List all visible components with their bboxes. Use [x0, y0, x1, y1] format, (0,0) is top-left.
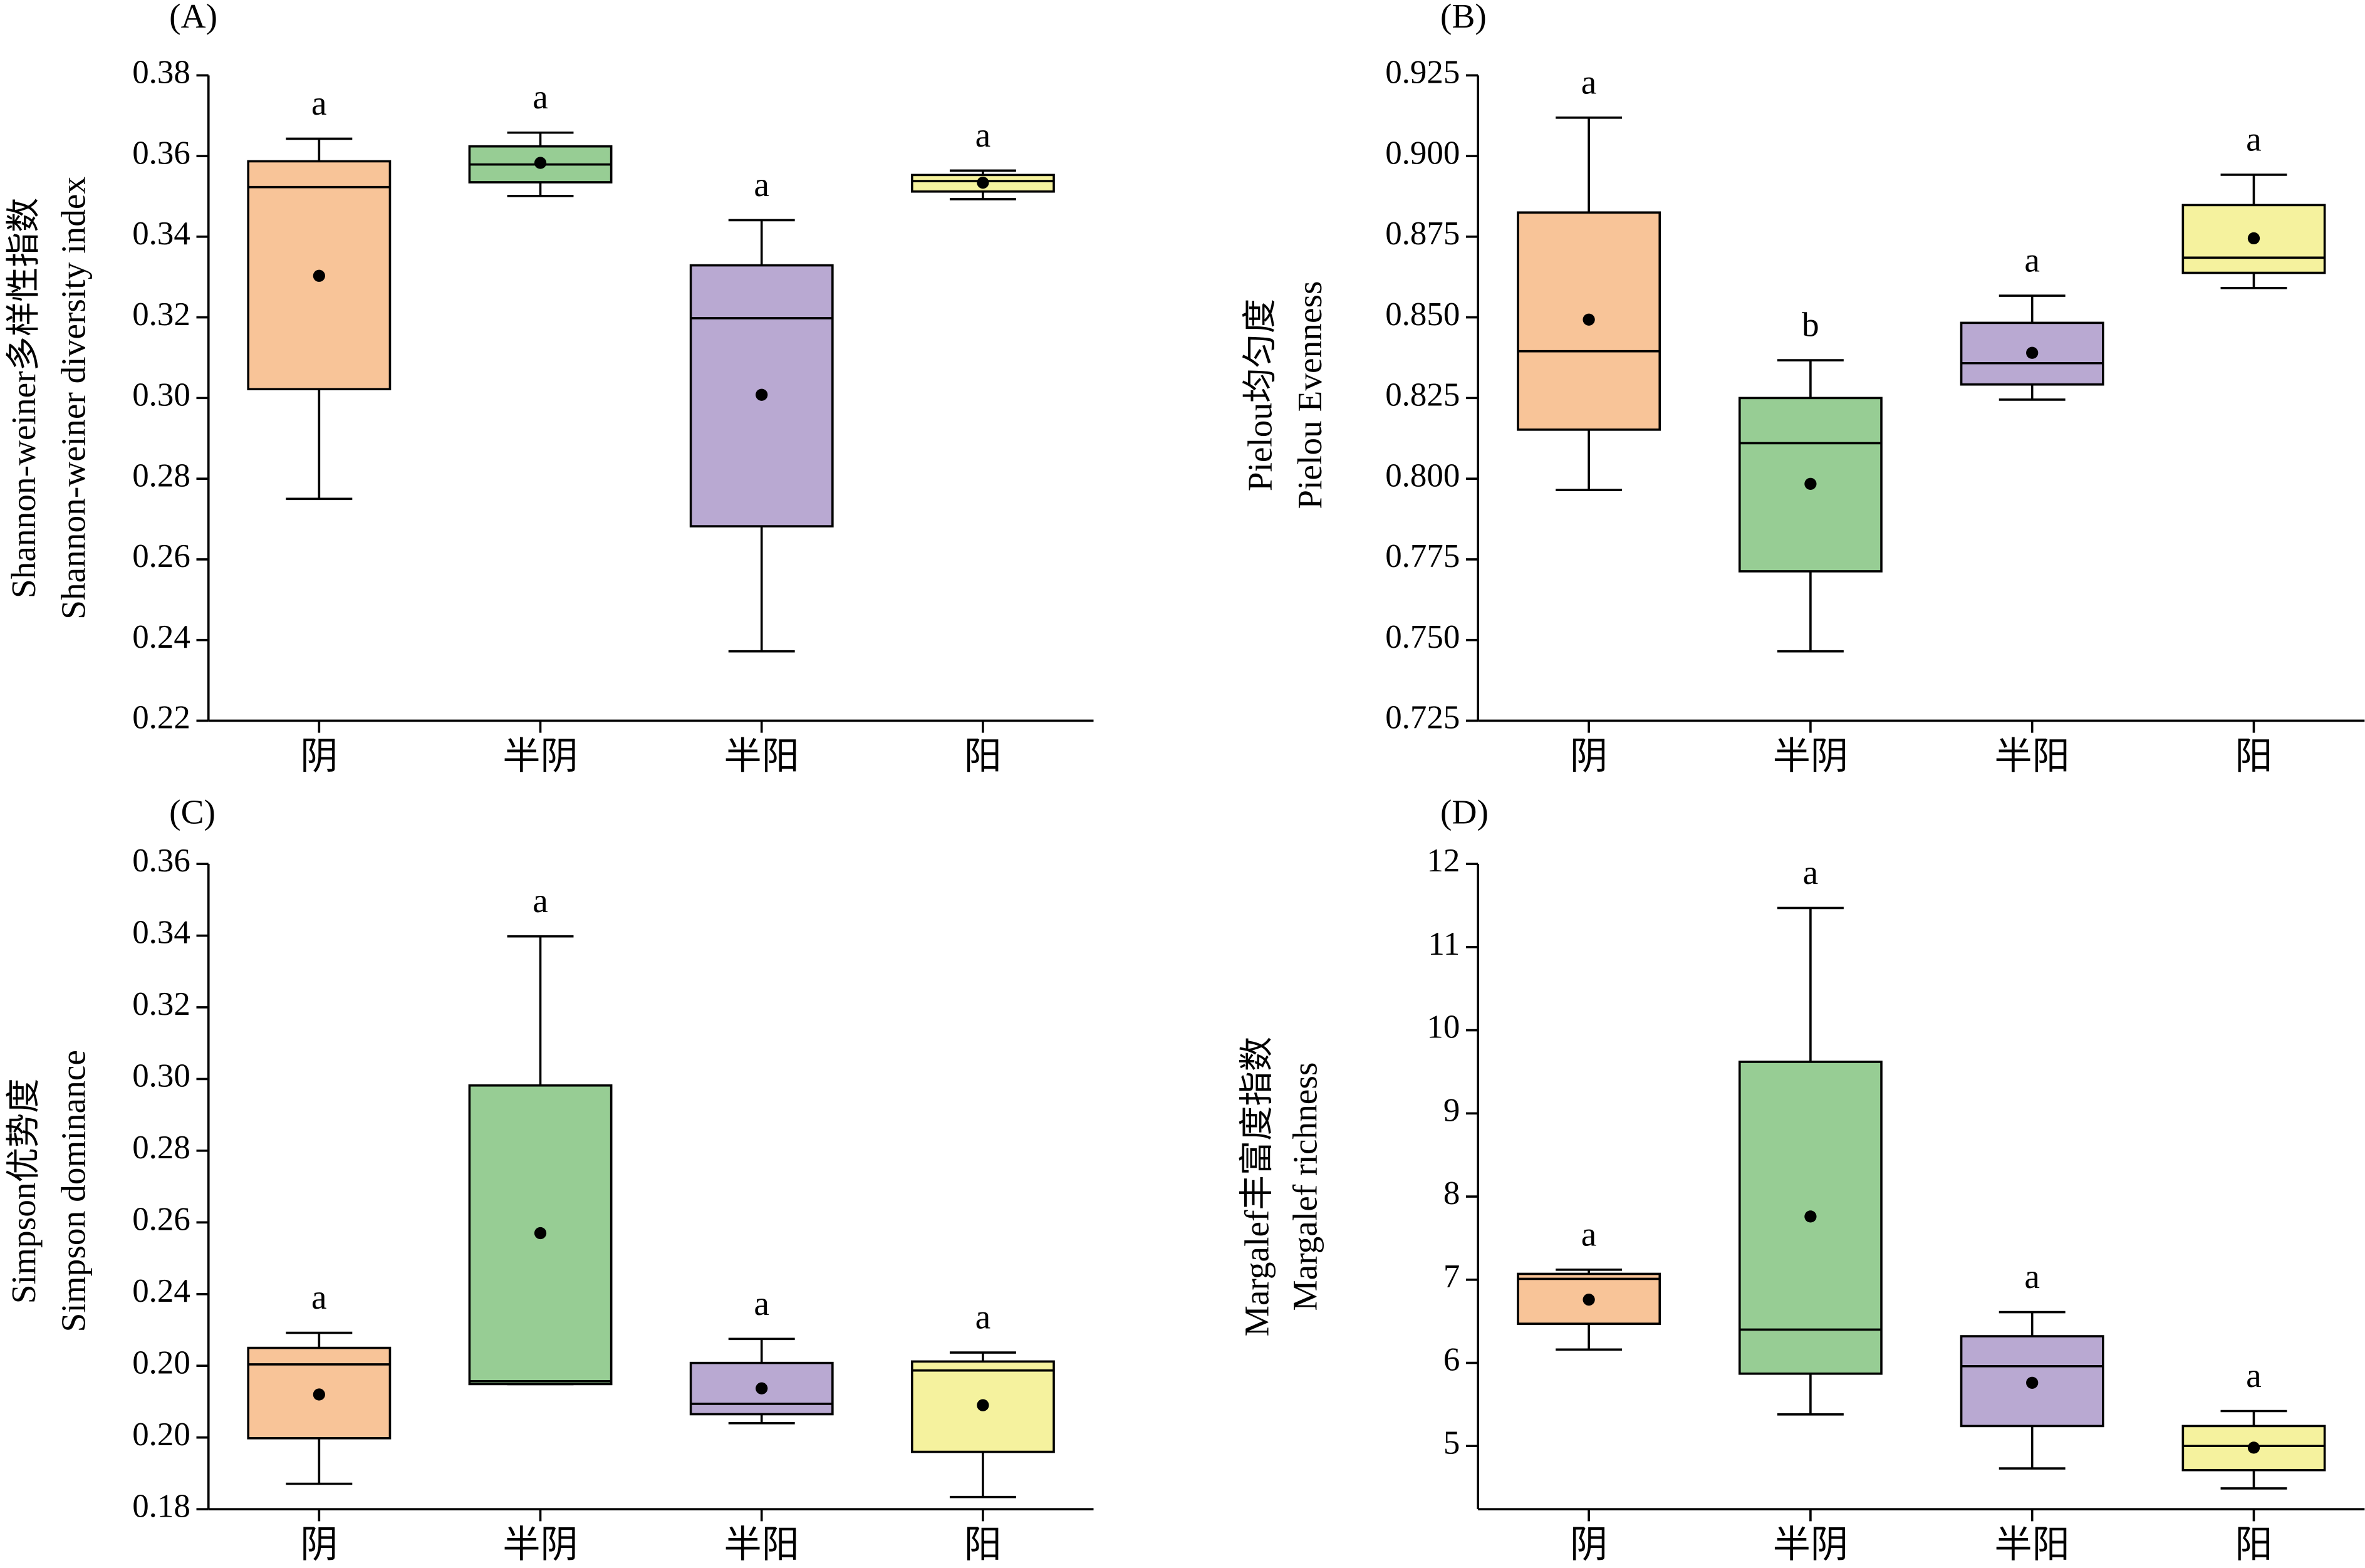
- y-tick-label: 0.24: [132, 619, 190, 655]
- y-axis-title: Margalef丰富度指数: [1238, 1037, 1276, 1337]
- significance-letter: a: [754, 165, 769, 204]
- y-tick-label: 0.30: [132, 377, 190, 413]
- x-tick-label: 阳: [964, 735, 1002, 777]
- significance-letter: a: [1581, 1215, 1597, 1253]
- mean: [756, 1382, 768, 1394]
- y-tick-label: 10: [1427, 1009, 1460, 1046]
- x-tick-label: 半阴: [502, 1524, 578, 1566]
- x-tick-label: 阴: [1570, 735, 1608, 777]
- y-tick-label: 12: [1427, 843, 1460, 879]
- mean: [313, 269, 325, 282]
- mean: [1583, 313, 1595, 326]
- significance-letter: a: [975, 116, 991, 154]
- y-tick-label: 0.30: [132, 1058, 190, 1094]
- y-tick-label: 0.26: [132, 538, 190, 574]
- x-tick-label: 阳: [2235, 735, 2272, 777]
- y-tick-label: 0.800: [1385, 457, 1460, 494]
- y-tick-label: 0.36: [132, 135, 190, 171]
- significance-letter: a: [754, 1284, 769, 1322]
- y-tick-label: 9: [1443, 1092, 1460, 1128]
- x-tick-label: 阴: [300, 735, 338, 777]
- mean: [2247, 232, 2260, 245]
- y-tick-label: 0.28: [132, 1129, 190, 1166]
- significance-letter: a: [1803, 853, 1819, 891]
- mean: [313, 1388, 325, 1401]
- y-tick-label: 0.900: [1385, 135, 1460, 171]
- mean: [1804, 477, 1817, 491]
- y-tick-label: 11: [1428, 926, 1460, 962]
- y-tick-label: 6: [1443, 1342, 1460, 1378]
- y-tick-label: 0.18: [132, 1488, 190, 1524]
- y-axis-title: Pielou Evenness: [1291, 281, 1329, 509]
- y-tick-label: 0.34: [132, 215, 190, 252]
- mean: [534, 157, 547, 169]
- mean: [534, 1227, 547, 1240]
- significance-letter: a: [311, 84, 327, 122]
- y-axis-title: Margalef richness: [1286, 1062, 1324, 1311]
- y-tick-label: 0.34: [132, 915, 190, 951]
- significance-letter: b: [1802, 306, 1819, 344]
- mean: [2026, 1376, 2039, 1389]
- x-tick-label: 阳: [2235, 1524, 2272, 1566]
- significance-letter: a: [975, 1298, 991, 1336]
- y-tick-label: 0.850: [1385, 296, 1460, 333]
- x-tick-label: 阴: [300, 1524, 338, 1566]
- x-tick-label: 半阳: [1995, 1524, 2070, 1566]
- significance-letter: a: [2246, 120, 2262, 158]
- y-tick-label: 0.775: [1385, 538, 1460, 574]
- y-tick-label: 5: [1443, 1425, 1460, 1461]
- y-tick-label: 0.22: [132, 700, 190, 736]
- significance-letter: a: [533, 78, 548, 116]
- y-tick-label: 0.925: [1385, 54, 1460, 90]
- y-tick-label: 0.825: [1385, 377, 1460, 413]
- y-axis-title: Shannon-weiner diversity index: [54, 177, 92, 620]
- y-tick-label: 8: [1443, 1175, 1460, 1212]
- y-axis-title: Simpson优势度: [4, 1078, 43, 1304]
- panel-label: (C): [169, 793, 216, 831]
- mean: [977, 176, 989, 189]
- x-tick-label: 阴: [1570, 1524, 1608, 1566]
- y-tick-label: 0.38: [132, 54, 190, 90]
- mean: [756, 388, 768, 401]
- y-axis-title: Simpson dominance: [54, 1050, 92, 1332]
- y-tick-label: 0.32: [132, 296, 190, 333]
- x-tick-label: 半阴: [1773, 735, 1848, 777]
- box: [689, 1361, 834, 1416]
- y-tick-label: 0.28: [132, 457, 190, 494]
- y-tick-label: 7: [1443, 1259, 1460, 1295]
- panel-label: (A): [169, 0, 217, 35]
- y-tick-label: 0.24: [132, 1273, 190, 1309]
- y-tick-label: 0.32: [132, 986, 190, 1022]
- mean: [977, 1399, 989, 1411]
- significance-letter: a: [1581, 63, 1597, 101]
- x-tick-label: 半阳: [724, 735, 799, 777]
- y-tick-label: 0.20: [132, 1416, 190, 1453]
- significance-letter: a: [2246, 1356, 2262, 1394]
- y-tick-label: 0.725: [1385, 700, 1460, 736]
- y-axis-title: Pielou均匀度: [1240, 299, 1279, 491]
- y-tick-label: 0.20: [132, 1344, 190, 1381]
- y-axis-title: Shannon-weiner多样性指数: [4, 198, 43, 598]
- mean: [2026, 346, 2039, 359]
- significance-letter: a: [2024, 241, 2040, 279]
- x-tick-label: 阳: [964, 1524, 1002, 1566]
- y-tick-label: 0.36: [132, 843, 190, 879]
- panel-label: (D): [1440, 793, 1489, 831]
- x-tick-label: 半阳: [724, 1524, 799, 1566]
- mean: [1583, 1293, 1595, 1306]
- significance-letter: a: [533, 881, 548, 920]
- mean: [2247, 1441, 2260, 1454]
- x-tick-label: 半阳: [1995, 735, 2070, 777]
- y-tick-label: 0.750: [1385, 619, 1460, 655]
- x-tick-label: 半阴: [502, 735, 578, 777]
- y-tick-label: 0.26: [132, 1201, 190, 1237]
- significance-letter: a: [311, 1278, 327, 1316]
- panel-label: (B): [1440, 0, 1487, 35]
- significance-letter: a: [2024, 1257, 2040, 1295]
- y-tick-label: 0.875: [1385, 215, 1460, 252]
- x-tick-label: 半阴: [1773, 1524, 1848, 1566]
- mean: [1804, 1210, 1817, 1223]
